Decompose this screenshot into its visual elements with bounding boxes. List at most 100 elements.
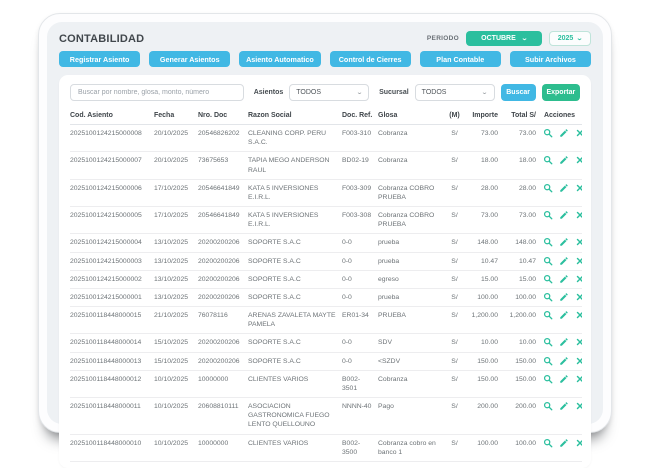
cell-razon-social: ARENAS ZAVALETA MAYTE PAMELA xyxy=(248,306,342,335)
cell-glosa: Cobranza xyxy=(378,370,448,399)
cell-glosa: Cobranza xyxy=(378,124,448,153)
cell-importe: 1,200.00 xyxy=(464,306,502,335)
search-icon[interactable] xyxy=(543,155,553,165)
table-row: 2025100124215000001 13/10/2025 20200200206… xyxy=(70,288,582,308)
search-icon[interactable] xyxy=(543,274,553,284)
nav-button-generar-asientos[interactable]: Generar Asientos xyxy=(149,51,231,67)
cell-moneda: S/ xyxy=(448,306,464,335)
edit-icon[interactable] xyxy=(559,374,569,384)
col-header-doc-ref: Doc. Ref. xyxy=(342,109,378,125)
cell-razon-social: SOPORTE S.A.C xyxy=(248,288,342,308)
delete-icon[interactable] xyxy=(575,292,582,302)
cell-razon-social: CLIENTES VARIOS xyxy=(248,370,342,399)
cell-cod-asiento: 2025100124215000003 xyxy=(70,252,154,271)
search-icon[interactable] xyxy=(543,128,553,138)
cell-actions xyxy=(540,434,582,462)
col-header-moneda: (M) xyxy=(448,109,464,125)
delete-icon[interactable] xyxy=(575,128,582,138)
table-row: 2025100118448000015 21/10/2025 76078116 ARE… xyxy=(70,306,582,335)
delete-icon[interactable] xyxy=(575,356,582,366)
nav-button-registrar-asiento[interactable]: Registrar Asiento xyxy=(59,51,141,67)
delete-icon[interactable] xyxy=(575,210,582,220)
cell-razon-social: SOPORTE S.A.C xyxy=(248,233,342,253)
cell-actions xyxy=(540,306,582,335)
cell-razon-social: SOPORTE S.A.C xyxy=(248,333,342,353)
period-year-select[interactable]: 2025 ⌄ xyxy=(549,31,591,46)
edit-icon[interactable] xyxy=(559,128,569,138)
col-header-fecha: Fecha xyxy=(154,109,198,125)
exportar-button[interactable]: Exportar xyxy=(541,84,580,101)
search-icon[interactable] xyxy=(543,356,553,366)
app-header: CONTABILIDAD PERIODO OCTUBRE ⌄ 2025 ⌄ xyxy=(59,31,591,46)
search-icon[interactable] xyxy=(543,210,553,220)
nav-button-subir-archivos[interactable]: Subir Archivos xyxy=(509,51,592,67)
cell-total: 100.00 xyxy=(502,288,540,308)
asientos-select-value: TODOS xyxy=(296,89,322,96)
period-month-value: OCTUBRE xyxy=(481,35,516,42)
chevron-down-icon: ⌄ xyxy=(576,35,584,42)
buscar-button[interactable]: Buscar xyxy=(500,84,536,101)
search-icon[interactable] xyxy=(543,337,553,347)
edit-icon[interactable] xyxy=(559,183,569,193)
cell-cod-asiento: 2025100118448000013 xyxy=(70,352,154,371)
cell-glosa: prueba xyxy=(378,288,448,308)
delete-icon[interactable] xyxy=(575,183,582,193)
edit-icon[interactable] xyxy=(559,155,569,165)
cell-fecha: 10/10/2025 xyxy=(154,397,198,435)
delete-icon[interactable] xyxy=(575,155,582,165)
cell-fecha: 21/10/2025 xyxy=(154,306,198,335)
delete-icon[interactable] xyxy=(575,337,582,347)
nav-button-asiento-automatico[interactable]: Asiento Automatico xyxy=(239,51,321,67)
edit-icon[interactable] xyxy=(559,237,569,247)
period-month-select[interactable]: OCTUBRE ⌄ xyxy=(466,31,542,46)
table-row: 2025100118448000011 10/10/2025 20608810111… xyxy=(70,397,582,435)
delete-icon[interactable] xyxy=(575,237,582,247)
cell-doc-ref: F003-308 xyxy=(342,206,378,235)
edit-icon[interactable] xyxy=(559,274,569,284)
cell-nro-doc: 20200200206 xyxy=(198,252,248,271)
search-icon[interactable] xyxy=(543,310,553,320)
search-icon[interactable] xyxy=(543,401,553,411)
cell-moneda: S/ xyxy=(448,124,464,153)
search-icon[interactable] xyxy=(543,374,553,384)
nav-button-control-de-cierres[interactable]: Control de Cierres xyxy=(329,51,411,67)
edit-icon[interactable] xyxy=(559,256,569,266)
edit-icon[interactable] xyxy=(559,356,569,366)
cell-importe: 73.00 xyxy=(464,124,502,153)
search-icon[interactable] xyxy=(543,237,553,247)
delete-icon[interactable] xyxy=(575,274,582,284)
cell-nro-doc: 10000000 xyxy=(198,434,248,462)
filter-row: Asientos TODOS ⌄ Sucursal TODOS ⌄ Buscar… xyxy=(70,84,580,101)
cell-cod-asiento: 2025100124215000004 xyxy=(70,233,154,253)
edit-icon[interactable] xyxy=(559,210,569,220)
delete-icon[interactable] xyxy=(575,310,582,320)
edit-icon[interactable] xyxy=(559,438,569,448)
cell-fecha: 15/10/2025 xyxy=(154,333,198,353)
delete-icon[interactable] xyxy=(575,374,582,384)
cell-nro-doc: 20200200206 xyxy=(198,333,248,353)
delete-icon[interactable] xyxy=(575,401,582,411)
search-icon[interactable] xyxy=(543,438,553,448)
delete-icon[interactable] xyxy=(575,438,582,448)
search-input[interactable] xyxy=(70,84,244,101)
cell-doc-ref: B002-3501 xyxy=(342,370,378,399)
sucursal-select[interactable]: TODOS ⌄ xyxy=(414,84,495,101)
cell-doc-ref: BD02-19 xyxy=(342,151,378,180)
cell-importe: 200.00 xyxy=(464,397,502,435)
cell-nro-doc: 73675653 xyxy=(198,151,248,180)
edit-icon[interactable] xyxy=(559,292,569,302)
cell-cod-asiento: 2025100118448000012 xyxy=(70,370,154,399)
edit-icon[interactable] xyxy=(559,337,569,347)
asientos-select[interactable]: TODOS ⌄ xyxy=(289,84,370,101)
cell-nro-doc: 76078116 xyxy=(198,306,248,335)
cell-actions xyxy=(540,179,582,208)
search-icon[interactable] xyxy=(543,183,553,193)
delete-icon[interactable] xyxy=(575,256,582,266)
col-header-razon-social: Razon Social xyxy=(248,109,342,125)
edit-icon[interactable] xyxy=(559,310,569,320)
search-icon[interactable] xyxy=(543,256,553,266)
edit-icon[interactable] xyxy=(559,401,569,411)
search-icon[interactable] xyxy=(543,292,553,302)
cell-actions xyxy=(540,352,582,371)
nav-button-plan-contable[interactable]: Plan Contable xyxy=(419,51,501,67)
